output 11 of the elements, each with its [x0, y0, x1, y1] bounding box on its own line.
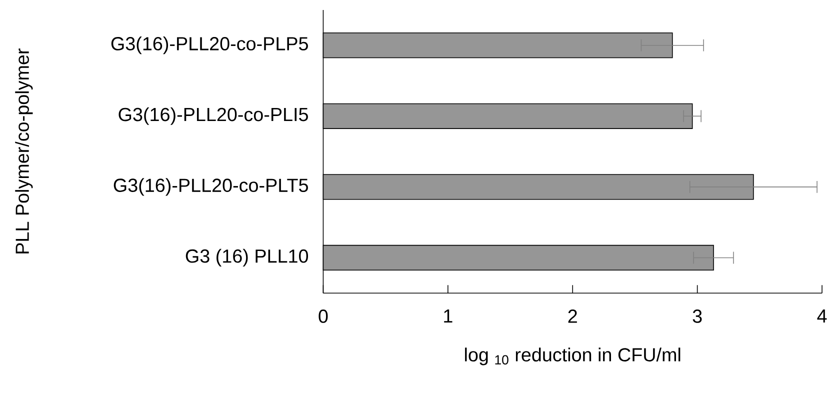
y-tick-label: G3(16)-PLL20-co-PLT5 [114, 178, 308, 196]
y-tick-label: G3(16)-PLL20-co-PLI5 [118, 107, 308, 125]
x-tick-label: 3 [692, 309, 702, 323]
y-tick-label: G3(16)-PLL20-co-PLP5 [111, 36, 308, 54]
x-axis-title: log $_{10}$ reduction in CFU/ml [465, 347, 680, 365]
x-tick-label: 2 [568, 309, 577, 323]
y-tick-label: G3 (16) PLL10 [186, 248, 308, 266]
x-tick-label: 4 [817, 309, 827, 322]
x-tick-label: 0 [318, 309, 328, 323]
x-tick-label: 1 [444, 309, 452, 322]
y-axis-title: PLL Polymer/co-polymer [15, 48, 33, 254]
